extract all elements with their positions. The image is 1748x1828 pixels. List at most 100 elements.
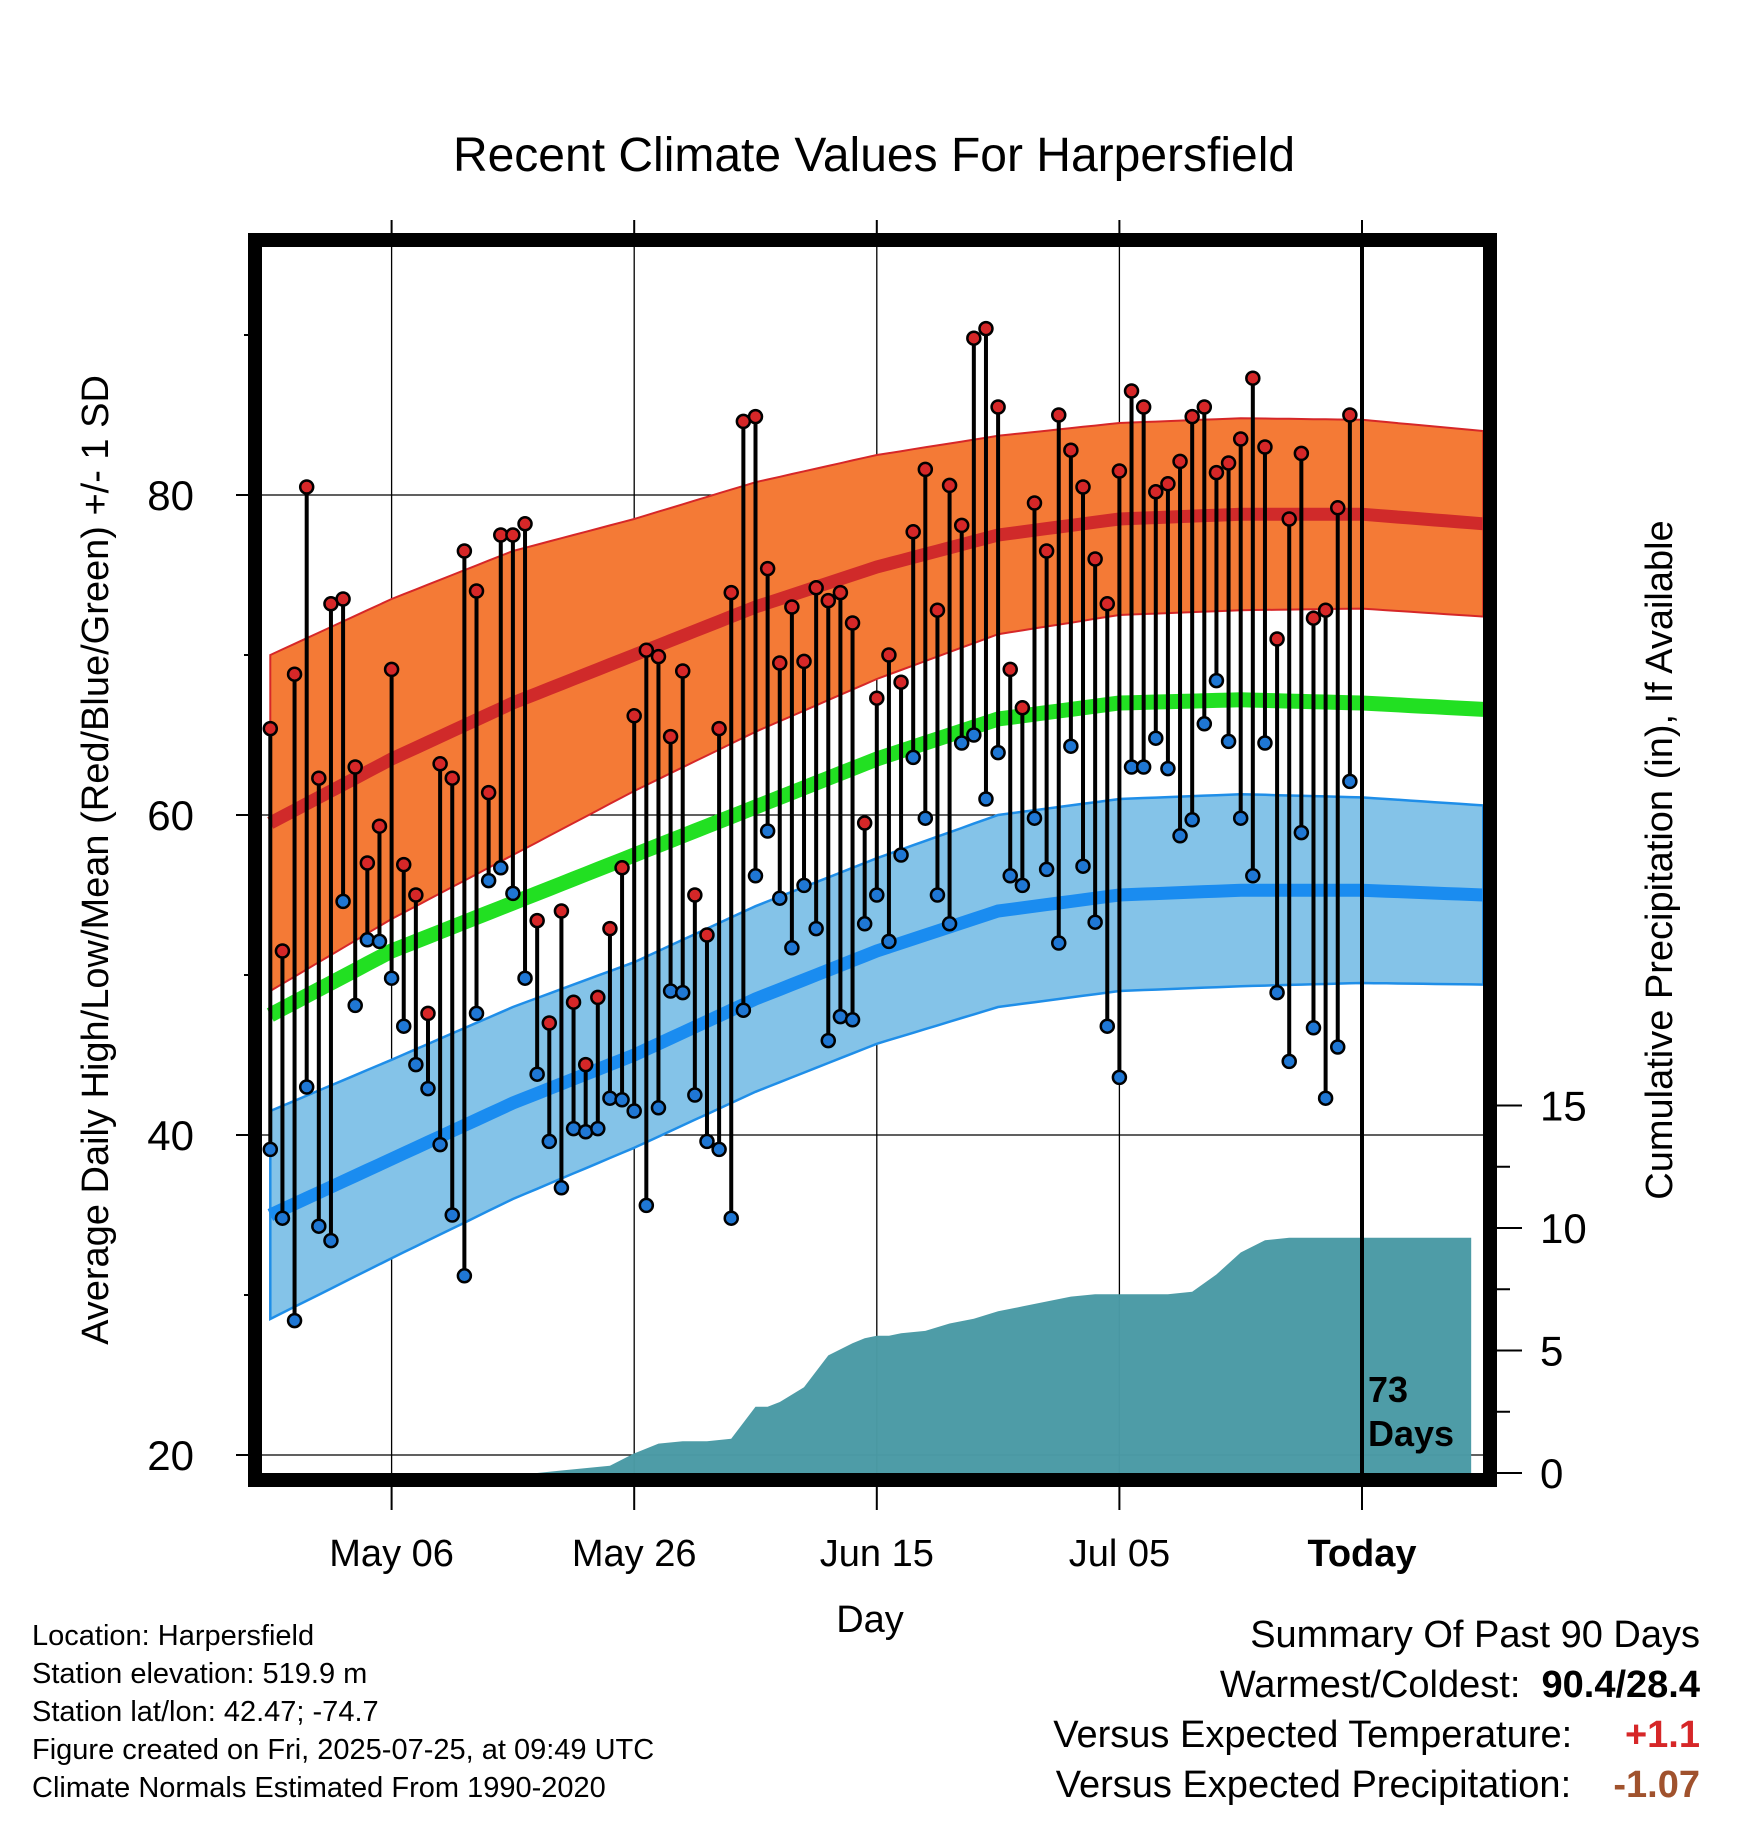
low-point <box>517 970 533 986</box>
high-point <box>590 989 606 1006</box>
low-point <box>1075 858 1091 874</box>
precip-area <box>270 1237 1472 1473</box>
high-point <box>674 663 691 679</box>
high-point <box>1257 439 1273 455</box>
y-tick-label: 20 <box>147 1432 194 1479</box>
high-point <box>808 580 824 596</box>
low-point <box>747 868 764 884</box>
high-point <box>420 1005 436 1022</box>
high-point <box>917 461 934 478</box>
low-point <box>1257 735 1273 751</box>
temp-value: +1.1 <box>1624 1714 1700 1756</box>
low-point <box>699 1133 715 1150</box>
temp-label: Versus Expected Temperature: <box>1053 1714 1573 1756</box>
low-point <box>529 1066 545 1082</box>
high-point <box>953 517 970 534</box>
low-point <box>311 1218 327 1234</box>
high-point <box>1232 431 1249 447</box>
low-point <box>1135 759 1152 775</box>
low-point <box>966 727 982 743</box>
high-point <box>1135 399 1152 415</box>
low-point <box>1148 730 1164 746</box>
high-point <box>1148 484 1164 500</box>
warmest-value: 90.4/28.4 <box>1541 1664 1700 1706</box>
high-point <box>638 642 655 658</box>
high-point <box>1342 407 1358 423</box>
high-point <box>1099 596 1116 612</box>
low-point <box>723 1210 739 1226</box>
high-point <box>262 720 279 737</box>
low-point <box>674 984 691 1001</box>
high-point <box>856 815 873 831</box>
normals-text: Climate Normals Estimated From 1990-2020 <box>32 1772 606 1804</box>
low-point <box>335 893 351 910</box>
high-point <box>1220 455 1237 471</box>
low-point <box>772 890 788 906</box>
high-point <box>286 666 303 682</box>
low-point <box>541 1133 558 1150</box>
high-point <box>966 330 982 346</box>
low-point <box>1293 824 1310 841</box>
low-point <box>905 749 921 766</box>
high-point <box>1038 543 1055 559</box>
low-point <box>759 823 776 839</box>
high-point <box>541 1015 558 1031</box>
axes: 20 40 60 80 0 5 10 15 May 06 May 26 Jun 15 Jul 05 To… <box>147 220 1587 1575</box>
high-point <box>1305 610 1322 626</box>
precipitation-area <box>270 1237 1472 1473</box>
precip-value: -1.07 <box>1613 1764 1700 1806</box>
high-point <box>1329 500 1346 516</box>
low-point <box>869 887 885 903</box>
low-point <box>856 916 873 932</box>
low-point <box>395 1018 412 1034</box>
low-point <box>917 810 934 826</box>
high-point <box>456 543 473 559</box>
high-point <box>941 477 958 494</box>
high-point <box>1293 445 1310 462</box>
high-point <box>1281 511 1297 527</box>
low-point <box>735 1002 752 1018</box>
high-point <box>359 855 376 871</box>
low-point <box>1329 1039 1346 1055</box>
low-point <box>1051 935 1067 951</box>
high-point <box>711 720 727 737</box>
low-point <box>444 1207 460 1223</box>
y2-tick-label: 5 <box>1540 1328 1563 1375</box>
latlon-text: Station lat/lon: 42.47; -74.7 <box>32 1696 379 1728</box>
low-point <box>1160 760 1176 777</box>
low-point <box>1208 672 1225 689</box>
x-tick-label: Today <box>1307 1533 1416 1575</box>
high-point <box>844 615 861 631</box>
high-point <box>1051 407 1067 423</box>
y-tick-label: 60 <box>147 792 194 839</box>
summary-precipitation: Versus Expected Precipitation: -1.07 <box>1056 1764 1700 1807</box>
low-point <box>420 1080 436 1097</box>
low-point <box>796 877 812 894</box>
low-point <box>820 1032 837 1049</box>
high-point <box>602 920 618 937</box>
low-point <box>408 1056 424 1073</box>
low-point <box>1184 812 1200 828</box>
precip-label: Versus Expected Precipitation: <box>1055 1764 1572 1806</box>
low-point <box>978 791 994 807</box>
low-point <box>808 920 824 937</box>
high-point <box>784 599 800 615</box>
high-point <box>480 784 497 801</box>
high-point <box>577 1056 594 1073</box>
high-point <box>529 912 545 929</box>
high-point <box>1184 408 1200 425</box>
low-point <box>893 847 909 863</box>
x-tick-label: Jul 05 <box>1069 1533 1170 1575</box>
high-point <box>335 591 351 607</box>
high-point <box>371 818 388 834</box>
y2-tick-label: 0 <box>1540 1450 1563 1497</box>
low-point <box>1111 1069 1128 1086</box>
low-point <box>626 1103 642 1119</box>
high-point <box>699 927 715 943</box>
high-point <box>432 756 448 772</box>
high-point <box>978 320 994 337</box>
low-point <box>298 1079 315 1095</box>
high-point <box>929 602 946 618</box>
days-label-line: Days <box>1368 1413 1454 1454</box>
low-point <box>1220 733 1237 750</box>
